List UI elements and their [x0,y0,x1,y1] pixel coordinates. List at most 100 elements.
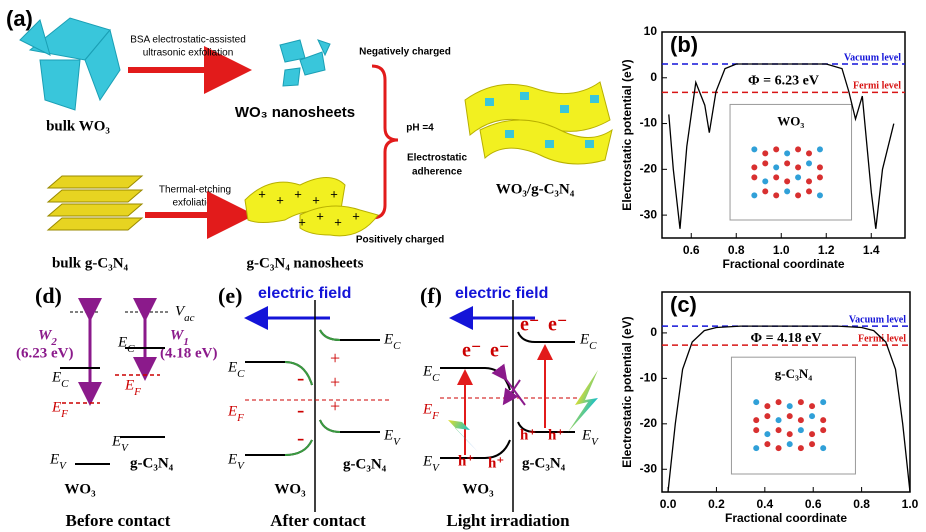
atom [762,188,768,194]
atom [762,160,768,166]
atom [762,178,768,184]
hole: h⁺ [520,427,536,443]
hole: h⁺ [488,455,504,471]
charge-sign: + [258,186,266,201]
atom [798,427,804,433]
x-tick-label: 0.6 [805,497,822,511]
atom [795,164,801,170]
atom [817,164,823,170]
electron: e⁻ [548,314,567,336]
energy-label: EV [422,453,440,473]
atom [817,192,823,198]
charge-sign: - [297,397,304,422]
step-text: Thermal-etching [159,185,231,196]
charge-sign: + [330,396,340,416]
atom [764,431,770,437]
gcn-nanosheets: g-C₃N₄ nanosheets [247,255,364,271]
caption: After contact [270,511,366,530]
atom [806,188,812,194]
y-tick-label: 10 [644,24,658,38]
atom [773,164,779,170]
charge-sign: - [297,365,304,390]
energy-label: EV [227,451,245,471]
y-axis-label: Electrostatic potential (eV) [620,316,634,467]
atom [762,150,768,156]
atom [776,427,782,433]
charge-sign: - [297,425,304,450]
work-function: Φ = 6.23 eV [748,73,819,88]
field-label: electric field [258,285,351,302]
charge-sign: + [330,186,338,201]
charge-text: Negatively charged [359,47,451,58]
figure: (a) bulk WO₃ BSA electrostatic-assisted … [0,0,926,532]
ph-text: pH =4 [406,123,434,134]
material-label: g-C₃N₄ [130,455,174,471]
atom [784,188,790,194]
atom [773,174,779,180]
panel-e: (e) electric field EC EF EV EC EV + + + … [218,283,401,530]
atom [753,427,759,433]
step-text: BSA electrostatic-assisted [130,35,246,46]
wo3-sheets-icon [280,40,330,86]
chart-panel_c: 0.00.20.40.60.81.0-30-20-100Fractional c… [620,292,918,525]
bulk-wo3: bulk WO₃ [46,118,110,134]
material-label: WO₃ [274,481,306,497]
x-tick-label: 1.2 [818,243,835,257]
bulk-wo3-icon [20,18,120,110]
y-tick-label: -10 [640,116,658,130]
atom [806,178,812,184]
atom [784,160,790,166]
panel-label: (f) [420,283,442,308]
atom [820,399,826,405]
inset-label: g-C₃N₄ [775,366,813,381]
atom [795,146,801,152]
charge-sign: + [312,192,320,207]
panel-label: (a) [6,6,33,31]
charge-text: Positively charged [356,235,444,246]
hole: h⁺ [458,453,474,469]
atom [764,403,770,409]
charge-sign: + [294,186,302,201]
atom [753,445,759,451]
vacuum-label: Vacuum level [849,314,906,325]
wo3-nanosheets: WO₃ nanosheets [235,104,355,121]
atom [809,431,815,437]
x-axis-label: Fractional coordinate [722,257,844,271]
charge-sign: + [334,214,342,229]
atom [798,417,804,423]
y-axis-label: Electrostatic potential (eV) [620,59,634,210]
energy-label: EC [579,331,597,351]
atom [798,445,804,451]
y-tick-label: -20 [640,416,658,430]
atom [809,441,815,447]
atom [809,403,815,409]
x-tick-label: 0.8 [728,243,745,257]
atom [784,150,790,156]
atom [764,441,770,447]
electron: e⁻ [462,340,481,362]
brace [372,66,398,218]
charge-sign: + [352,208,360,223]
charge-sign: + [316,208,324,223]
atom [773,146,779,152]
atom [751,146,757,152]
panel-d: (d) Vac W2 (6.23 eV) W1 (4.18 eV) EC EF … [16,283,217,530]
energy-label: EC [117,334,135,354]
bulk-gcn-icon [48,176,142,230]
caption: Light irradiation [446,511,570,530]
adherence-text: Electrostatic [407,153,467,164]
atom [806,160,812,166]
atom [809,413,815,419]
atom [787,413,793,419]
atom [753,417,759,423]
atom [787,403,793,409]
energy-label: EV [383,427,401,447]
y-tick-label: -10 [640,371,658,385]
composite-label: WO₃/g-C₃N₄ [496,181,575,197]
x-tick-label: 0.6 [683,243,700,257]
panel-f: (f) electric field EC EF EV EC EV e⁻ e⁻ … [420,283,599,530]
atom [820,417,826,423]
atom [784,178,790,184]
y-tick-label: -20 [640,162,658,176]
